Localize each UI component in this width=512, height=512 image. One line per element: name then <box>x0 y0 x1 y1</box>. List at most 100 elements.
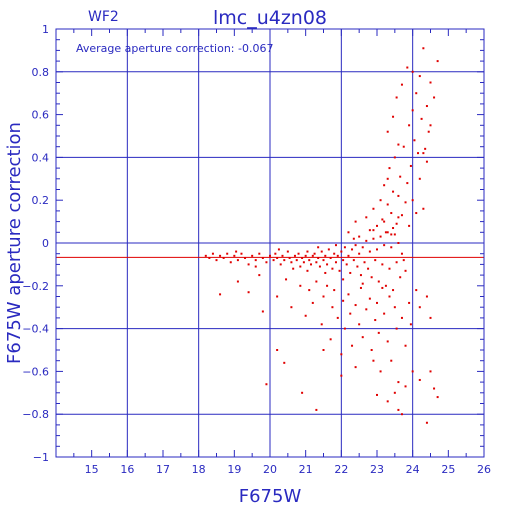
data-point <box>345 263 348 266</box>
data-point <box>386 177 389 180</box>
data-point <box>226 252 229 255</box>
data-point <box>292 267 295 270</box>
data-point <box>397 216 400 219</box>
data-point <box>347 231 350 234</box>
data-point <box>329 256 332 259</box>
x-tick-label: 19 <box>227 463 241 476</box>
data-point <box>411 109 414 112</box>
data-point <box>281 254 284 257</box>
data-point <box>279 263 282 266</box>
data-point <box>427 130 430 133</box>
y-tick-label: −0.4 <box>22 323 49 336</box>
x-tick-label: 21 <box>299 463 313 476</box>
data-point <box>334 261 337 264</box>
data-point <box>381 286 384 289</box>
chart-title: lmc_u4zn08 <box>213 7 327 29</box>
data-point <box>436 60 439 63</box>
data-point <box>409 164 412 167</box>
data-point <box>424 147 427 150</box>
data-point <box>349 271 352 274</box>
data-point <box>359 286 362 289</box>
data-point <box>320 323 323 326</box>
data-point <box>240 252 243 255</box>
data-point <box>400 83 403 86</box>
data-point <box>406 66 409 69</box>
data-point <box>315 408 318 411</box>
data-point <box>285 278 288 281</box>
data-point <box>422 207 425 210</box>
data-point <box>397 242 400 244</box>
data-point <box>436 396 439 399</box>
data-point <box>351 344 354 347</box>
data-point <box>320 250 323 253</box>
data-point <box>333 289 336 292</box>
data-point <box>301 391 304 394</box>
data-point <box>331 267 334 270</box>
data-point <box>269 254 271 257</box>
data-point <box>368 297 371 300</box>
data-point <box>334 244 337 247</box>
data-point <box>365 216 368 219</box>
data-point <box>301 256 304 259</box>
data-point <box>265 261 268 264</box>
data-point <box>261 310 264 313</box>
data-point <box>390 233 393 236</box>
data-point <box>247 291 250 294</box>
data-point <box>354 244 357 247</box>
data-point <box>429 370 432 373</box>
data-point <box>390 359 393 362</box>
data-point <box>211 252 214 255</box>
y-tick-labels: 1 0.8 0.6 0.4 0.2 0 −0.2 −0.4 −0.6 −0.8 −1 <box>22 23 49 464</box>
data-point <box>306 269 309 272</box>
data-point <box>425 160 428 163</box>
data-point <box>274 252 277 255</box>
y-tick-label: 0.6 <box>32 109 50 122</box>
data-point <box>381 218 384 221</box>
data-point <box>402 259 405 262</box>
data-point <box>399 276 402 279</box>
data-point <box>383 220 386 223</box>
data-point <box>404 344 407 347</box>
data-point <box>208 256 211 259</box>
data-point <box>358 323 361 326</box>
data-point <box>400 252 403 255</box>
data-point <box>219 254 222 257</box>
data-point <box>258 252 261 255</box>
data-point <box>422 47 425 50</box>
data-point <box>336 316 339 319</box>
data-point <box>409 323 412 326</box>
data-point <box>433 387 436 390</box>
data-point <box>265 383 268 386</box>
data-point <box>215 259 218 262</box>
data-point <box>363 261 366 264</box>
data-point <box>318 265 321 268</box>
data-point <box>395 96 398 99</box>
data-points <box>204 47 439 424</box>
data-point <box>276 349 279 351</box>
data-point <box>365 239 368 242</box>
data-point <box>254 265 257 268</box>
data-point <box>418 177 421 180</box>
data-point <box>251 254 254 257</box>
data-point <box>297 252 300 255</box>
data-point <box>302 261 305 264</box>
data-point <box>397 143 400 146</box>
data-point <box>283 259 286 262</box>
y-tick-label: 0.8 <box>32 66 50 79</box>
data-point <box>379 235 382 238</box>
data-point <box>276 256 279 259</box>
data-point <box>356 265 359 268</box>
data-point <box>258 274 261 277</box>
data-point <box>311 301 314 304</box>
data-point <box>347 293 350 296</box>
x-tick-label: 17 <box>156 463 170 476</box>
data-point <box>326 284 329 287</box>
data-point <box>388 267 391 270</box>
data-point <box>418 306 421 309</box>
data-point <box>261 256 264 259</box>
data-point <box>272 259 275 262</box>
data-point <box>370 276 373 279</box>
data-point <box>374 319 377 322</box>
data-point <box>400 413 403 416</box>
y-tick-label: −1 <box>33 451 49 464</box>
